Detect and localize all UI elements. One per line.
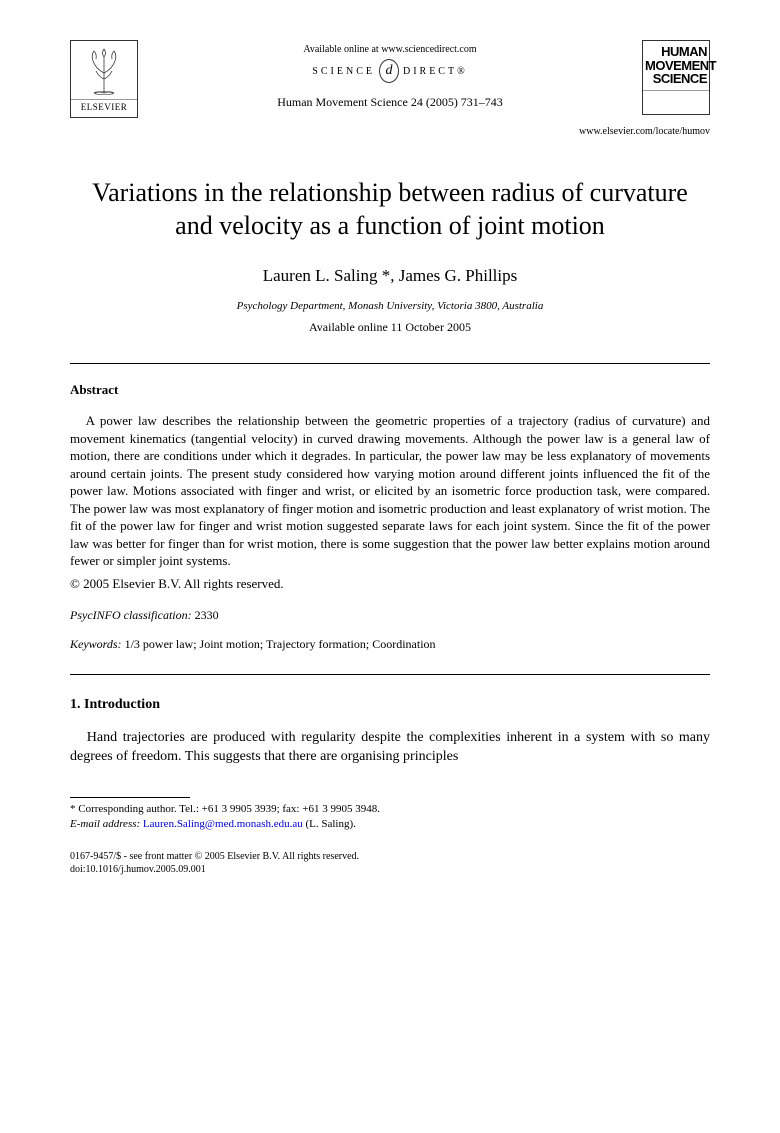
jc-line3: SCIENCE — [645, 72, 707, 86]
keywords-value: 1/3 power law; Joint motion; Trajectory … — [125, 637, 436, 651]
section-1-para-1: Hand trajectories are produced with regu… — [70, 729, 710, 767]
corresponding-author: * Corresponding author. Tel.: +61 3 9905… — [70, 802, 710, 817]
rule-top — [70, 363, 710, 364]
abstract-heading: Abstract — [70, 382, 710, 398]
email-address[interactable]: Lauren.Saling@med.monash.edu.au — [143, 818, 303, 830]
footnote-rule — [70, 797, 190, 798]
jc-line1: HUMAN — [645, 45, 707, 59]
keywords-label: Keywords: — [70, 637, 122, 651]
classification-value: 2330 — [195, 608, 219, 622]
classification-label: PsycINFO classification: — [70, 608, 192, 622]
journal-cover-block: HUMAN MOVEMENT SCIENCE — [642, 40, 710, 115]
article-authors: Lauren L. Saling *, James G. Phillips — [70, 266, 710, 286]
locate-url[interactable]: www.elsevier.com/locate/humov — [70, 126, 710, 137]
sd-text-left: SCIENCE — [312, 66, 375, 77]
section-1-heading: 1. Introduction — [70, 697, 710, 713]
footer-line1: 0167-9457/$ - see front matter © 2005 El… — [70, 850, 710, 863]
journal-cover-body — [643, 90, 709, 114]
footer: 0167-9457/$ - see front matter © 2005 El… — [70, 850, 710, 876]
keywords: Keywords: 1/3 power law; Joint motion; T… — [70, 637, 710, 652]
elsevier-label: ELSEVIER — [71, 99, 137, 112]
article-title: Variations in the relationship between r… — [70, 177, 710, 242]
rule-mid — [70, 674, 710, 675]
abstract-copyright: © 2005 Elsevier B.V. All rights reserved… — [70, 576, 710, 592]
abstract-body: A power law describes the relationship b… — [70, 412, 710, 570]
sd-text-right: DIRECT® — [403, 66, 468, 77]
center-header: Available online at www.sciencedirect.co… — [138, 40, 642, 110]
journal-cover: HUMAN MOVEMENT SCIENCE — [642, 40, 710, 115]
footnote-block: * Corresponding author. Tel.: +61 3 9905… — [70, 802, 710, 833]
footer-line2: doi:10.1016/j.humov.2005.09.001 — [70, 863, 710, 876]
email-line: E-mail address: Lauren.Saling@med.monash… — [70, 817, 710, 832]
article-affiliation: Psychology Department, Monash University… — [70, 300, 710, 312]
jc-line2: MOVEMENT — [645, 59, 707, 73]
journal-reference: Human Movement Science 24 (2005) 731–743 — [138, 95, 642, 110]
email-label: E-mail address: — [70, 818, 140, 830]
email-suffix: (L. Saling). — [305, 818, 355, 830]
available-online-text: Available online at www.sciencedirect.co… — [138, 44, 642, 55]
elsevier-tree-icon — [71, 41, 137, 99]
sd-circle-icon: d — [379, 59, 399, 83]
available-date: Available online 11 October 2005 — [70, 320, 710, 335]
sciencedirect-logo: SCIENCE d DIRECT® — [138, 59, 642, 83]
elsevier-logo: ELSEVIER — [70, 40, 138, 118]
header-row: ELSEVIER Available online at www.science… — [70, 40, 710, 118]
psycinfo-classification: PsycINFO classification: 2330 — [70, 608, 710, 623]
journal-cover-title: HUMAN MOVEMENT SCIENCE — [643, 41, 709, 90]
